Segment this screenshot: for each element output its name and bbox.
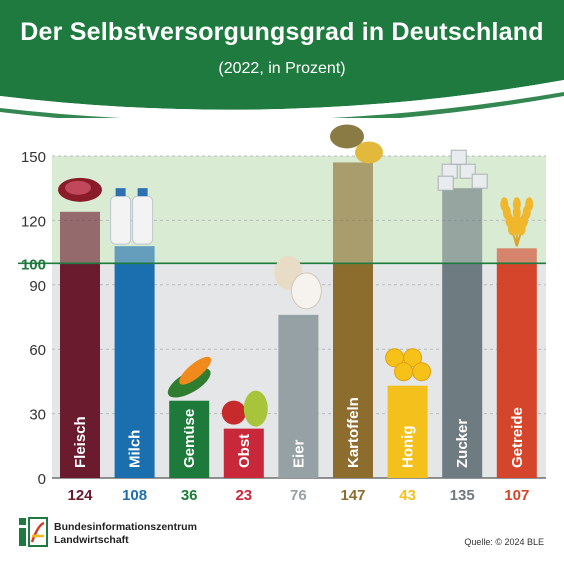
bar-excess: [496, 248, 537, 264]
reference-line-label: 100: [21, 256, 46, 273]
category-label: Gemüse: [181, 409, 198, 468]
fruit-icon: [221, 390, 268, 427]
bar: [333, 263, 373, 478]
bar: [223, 428, 264, 478]
category-label: Eier: [290, 439, 307, 468]
bar: [169, 400, 210, 478]
y-tick-label: 90: [29, 278, 46, 295]
potatoes-icon: [330, 124, 383, 164]
value-label: 124: [67, 487, 93, 504]
meat-icon: [58, 177, 102, 202]
category-label: Zucker: [454, 419, 471, 468]
bar-excess: [60, 211, 100, 264]
bar: [278, 314, 319, 478]
milk-icon: [110, 188, 154, 245]
vegetables-icon: [167, 356, 212, 398]
bar-excess: [333, 162, 373, 264]
y-tick-label: 30: [29, 407, 46, 424]
bar-excess: [442, 188, 483, 264]
chart-subtitle: (2022, in Prozent): [218, 60, 346, 77]
y-tick-label: 60: [29, 342, 46, 359]
y-tick-label: 120: [21, 213, 46, 230]
value-label: 147: [340, 487, 365, 504]
bar-excess: [114, 246, 155, 264]
value-label: 76: [290, 487, 307, 504]
eggs-icon: [274, 255, 322, 310]
y-tick-label: 0: [38, 471, 46, 488]
y-tick-label: 150: [21, 149, 46, 166]
bar: [496, 263, 537, 478]
value-label: 135: [450, 487, 475, 504]
category-label: Milch: [127, 430, 144, 468]
category-label: Honig: [400, 426, 417, 469]
bar: [387, 385, 428, 478]
header-background: [0, 0, 564, 118]
value-label: 108: [122, 487, 147, 504]
org-name-line2: Landwirtschaft: [54, 534, 129, 546]
category-label: Obst: [236, 434, 253, 468]
bzl-logo: [19, 517, 48, 547]
value-label: 107: [504, 487, 529, 504]
bar: [442, 263, 483, 478]
bar: [114, 263, 155, 478]
value-label: 43: [399, 487, 416, 504]
category-label: Fleisch: [72, 416, 89, 468]
org-name-line1: Bundesinformationszentrum: [54, 521, 197, 533]
sugar-cubes-icon: [437, 149, 488, 191]
value-label: 23: [235, 487, 252, 504]
category-label: Kartoffeln: [345, 397, 362, 468]
honeycomb-icon: [385, 348, 432, 382]
chart-title: Der Selbstversorgungsgrad in Deutschland: [20, 18, 544, 46]
grain-icon: [500, 197, 534, 247]
source-note: Quelle: © 2024 BLE: [464, 537, 544, 547]
value-label: 36: [181, 487, 198, 504]
category-label: Getreide: [509, 407, 526, 468]
bar: [60, 263, 100, 478]
